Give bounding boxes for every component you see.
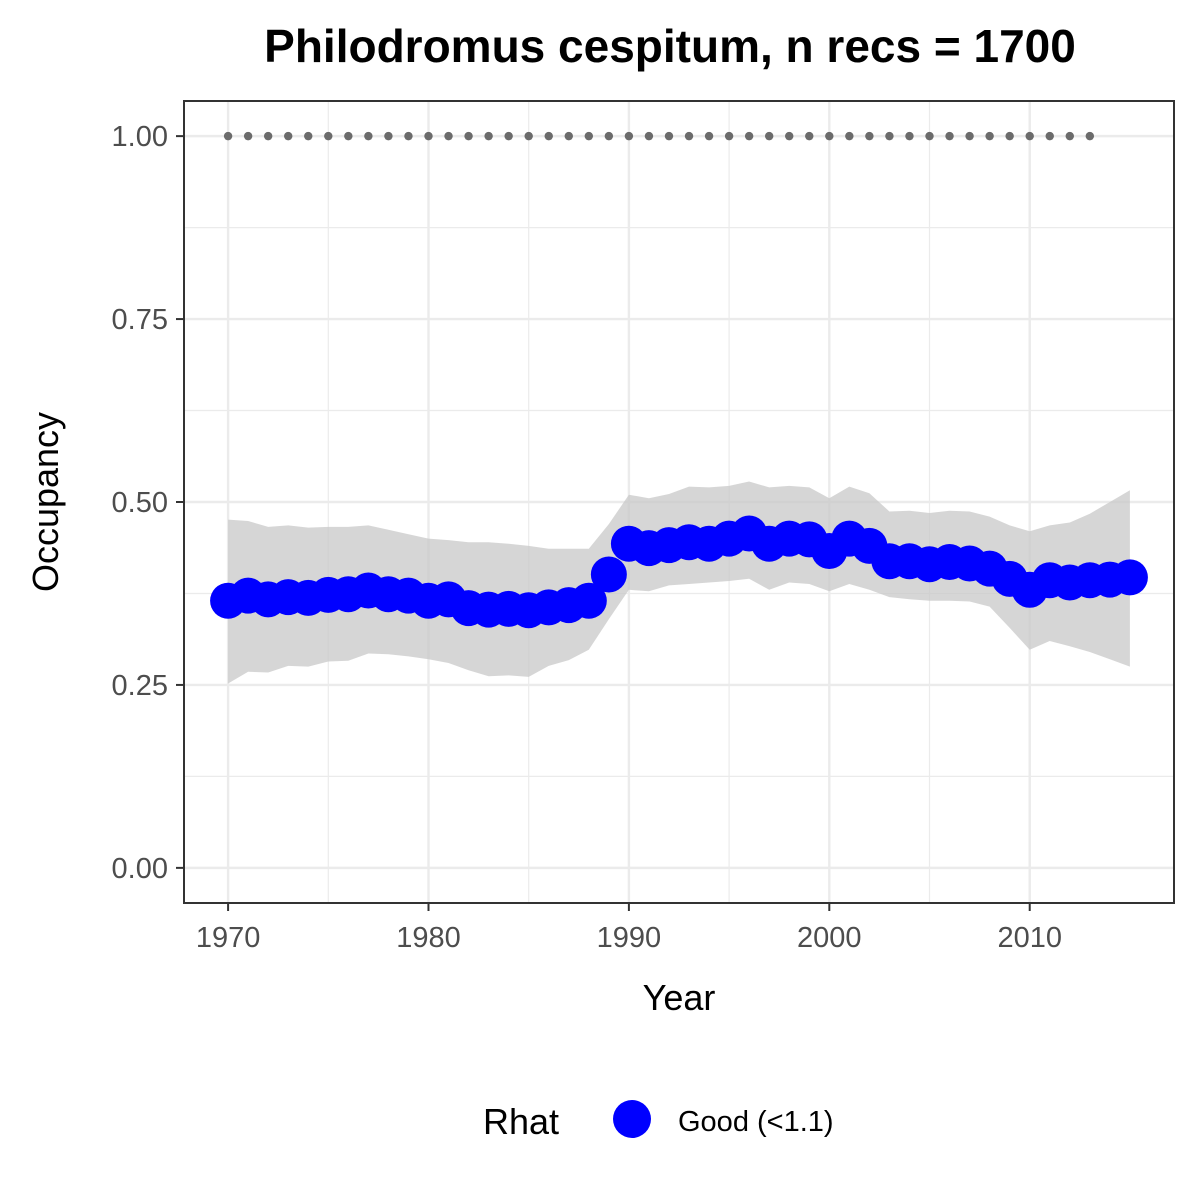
reference-point <box>764 131 774 141</box>
reference-point <box>384 131 393 141</box>
reference-point <box>704 131 714 141</box>
legend: Rhat Good (<1.1) <box>483 1100 834 1142</box>
reference-point <box>304 131 313 141</box>
reference-point <box>284 131 293 141</box>
x-axis-title: Year <box>643 977 716 1018</box>
plot-panel <box>183 100 1175 904</box>
reference-point <box>865 131 874 141</box>
reference-point <box>404 131 413 141</box>
reference-point <box>1085 131 1095 141</box>
reference-point <box>364 131 373 141</box>
reference-point <box>925 131 934 141</box>
reference-point <box>344 131 353 141</box>
reference-point <box>885 131 894 141</box>
confidence-ribbon <box>228 481 1130 684</box>
occupancy-point <box>590 556 627 593</box>
reference-point <box>905 131 914 141</box>
reference-point <box>1005 131 1014 141</box>
reference-point <box>684 131 694 141</box>
reference-point <box>564 131 573 141</box>
reference-point <box>945 131 954 141</box>
reference-point <box>644 131 654 141</box>
reference-point <box>965 131 974 141</box>
reference-point <box>845 131 854 141</box>
y-tick-label: 0.00 <box>112 853 168 885</box>
occupancy-point <box>570 582 607 619</box>
chart-title: Philodromus cespitum, n recs = 1700 <box>264 20 1076 72</box>
reference-point <box>444 131 453 141</box>
reference-point <box>243 131 253 141</box>
x-axis: 1970 1980 1990 2000 2010 <box>196 903 1062 954</box>
reference-point <box>263 131 273 141</box>
occupancy-point <box>1111 559 1148 596</box>
y-axis-title: Occupancy <box>25 412 66 592</box>
reference-point <box>1025 131 1034 141</box>
reference-point <box>223 131 233 141</box>
reference-point <box>424 131 433 141</box>
reference-point <box>484 131 493 141</box>
y-tick-label: 1.00 <box>112 121 168 153</box>
reference-point <box>805 131 814 141</box>
legend-key-good <box>613 1100 651 1138</box>
reference-point <box>464 131 473 141</box>
x-tick-label: 2010 <box>997 922 1062 954</box>
reference-point <box>604 131 614 141</box>
reference-point <box>584 131 594 141</box>
reference-point <box>324 131 333 141</box>
y-tick-label: 0.25 <box>112 670 168 702</box>
occupancy-points-layer <box>210 515 1148 629</box>
reference-points-layer <box>223 131 1095 141</box>
legend-title: Rhat <box>483 1101 559 1142</box>
reference-point <box>825 131 834 141</box>
x-tick-label: 1970 <box>196 922 261 954</box>
x-tick-label: 2000 <box>797 922 862 954</box>
reference-point <box>544 131 553 141</box>
reference-point <box>1065 131 1074 141</box>
y-axis: 0.00 0.25 0.50 0.75 1.00 <box>112 121 184 885</box>
confidence-ribbon-layer <box>228 481 1130 684</box>
reference-point <box>524 131 533 141</box>
reference-point <box>624 131 634 141</box>
x-tick-label: 1990 <box>597 922 662 954</box>
y-tick-label: 0.50 <box>112 487 168 519</box>
reference-point <box>1045 131 1054 141</box>
legend-label-good: Good (<1.1) <box>678 1106 834 1138</box>
reference-point <box>504 131 513 141</box>
y-tick-label: 0.75 <box>112 304 168 336</box>
reference-point <box>744 131 754 141</box>
reference-point <box>985 131 994 141</box>
x-tick-label: 1980 <box>396 922 461 954</box>
reference-point <box>724 131 734 141</box>
reference-point <box>664 131 674 141</box>
reference-point <box>785 131 794 141</box>
